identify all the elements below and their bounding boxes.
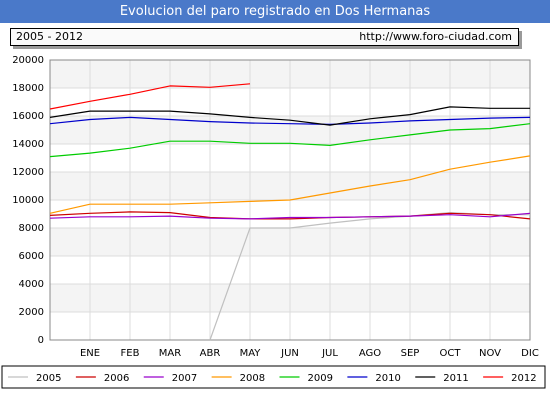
legend-frame (1, 365, 546, 389)
x-tick-label: OCT (440, 348, 462, 359)
x-tick-label: FEB (121, 348, 140, 359)
x-tick-label: NOV (479, 348, 501, 359)
y-axis-ticks: 0 2000 4000 6000 8000 10000 12000 14000 16000 180… (12, 55, 44, 346)
x-tick-label: JUL (321, 348, 338, 359)
legend-label: 2010 (375, 373, 400, 384)
y-tick-label: 0 (38, 335, 44, 346)
plot-frame (49, 59, 531, 341)
y-tick-label: 2000 (19, 307, 44, 318)
info-box: 2005 - 2012 http://www.foro-ciudad.com (10, 28, 519, 46)
series-line-2009 (49, 123, 531, 158)
series-line-2012 (49, 83, 251, 110)
source-url: http://www.foro-ciudad.com (359, 30, 512, 43)
legend: 2005 2006 2007 2008 2009 2010 2011 2012 (8, 373, 537, 384)
x-tick-label: AGO (359, 348, 381, 359)
legend-label: 2008 (240, 373, 265, 384)
series-line-2010 (49, 116, 531, 125)
series-line-2011 (49, 106, 530, 126)
legend-label: 2009 (308, 373, 333, 384)
x-axis-ticks: ENE FEB MAR ABR MAY JUN JUL AGO SEP OCT NOV DIC (80, 348, 539, 359)
y-tick-label: 16000 (12, 111, 44, 122)
chart-title: Evolucion del paro registrado en Dos Her… (0, 0, 550, 23)
y-tick-label: 20000 (12, 55, 44, 66)
y-tick-label: 12000 (12, 167, 44, 178)
series-line-2007 (49, 212, 531, 220)
legend-label: 2006 (104, 373, 129, 384)
x-tick-label: MAR (159, 348, 181, 359)
series-line-2006 (49, 211, 531, 220)
legend-label: 2005 (36, 373, 61, 384)
y-tick-label: 10000 (12, 195, 44, 206)
series-line-2008 (49, 155, 531, 214)
period-label: 2005 - 2012 (16, 30, 83, 43)
x-tick-label: JUN (280, 348, 299, 359)
series-lines (49, 83, 531, 341)
legend-label: 2007 (172, 373, 197, 384)
x-tick-label: ENE (80, 348, 100, 359)
y-tick-label: 18000 (12, 83, 44, 94)
legend-label: 2012 (511, 373, 536, 384)
x-tick-label: MAY (240, 348, 262, 359)
x-tick-label: DIC (521, 348, 539, 359)
x-tick-label: ABR (200, 348, 221, 359)
y-tick-label: 8000 (19, 223, 44, 234)
y-tick-label: 14000 (12, 139, 44, 150)
x-tick-label: SEP (401, 348, 420, 359)
y-tick-label: 4000 (19, 279, 44, 290)
y-tick-label: 6000 (19, 251, 44, 262)
legend-label: 2011 (443, 373, 468, 384)
